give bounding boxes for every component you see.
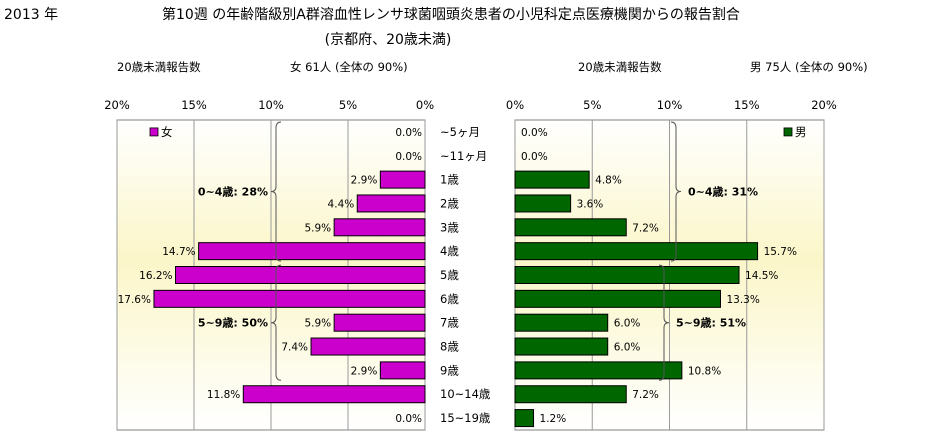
male-value-label: 6.0%: [614, 318, 641, 330]
female-value-label: 4.4%: [328, 198, 355, 210]
female-summary-label: 女 61人 (全体の 90%): [290, 60, 408, 74]
category-label: ~5ヶ月: [440, 125, 480, 139]
category-label: 15~19歳: [440, 411, 491, 425]
male-tick-label: 0%: [506, 98, 524, 112]
female-value-label: 5.9%: [304, 318, 331, 330]
male-group-brace: [670, 121, 682, 262]
male-tick-label: 15%: [734, 98, 760, 112]
male-value-label: 15.7%: [764, 246, 797, 258]
male-value-label: 14.5%: [745, 270, 778, 282]
category-label: 3歳: [440, 220, 459, 234]
female-panel: 0% 5% 10% 15% 20% 0.0% 0.0% 2.9% 4.4% 5.9% 14.7% 16…: [104, 98, 434, 431]
male-summary-label: 男 75人 (全体の 90%): [750, 60, 868, 74]
male-bar: [514, 170, 590, 189]
female-tick-label: 0%: [416, 98, 434, 112]
female-group-brace: [270, 121, 282, 262]
male-panel: 0% 5% 10% 15% 20% 0.0% 0.0% 4.8% 3.6% 7.2% 15.7% 14…: [506, 98, 837, 431]
male-value-label: 7.2%: [632, 389, 659, 401]
female-bar: [333, 218, 426, 237]
category-label: 2歳: [440, 196, 459, 210]
male-bar: [514, 289, 721, 308]
female-tick-label: 10%: [258, 98, 284, 112]
female-value-label: 7.4%: [281, 342, 308, 354]
male-value-label: 6.0%: [614, 342, 641, 354]
female-bar: [379, 170, 426, 189]
female-bar: [333, 313, 426, 332]
male-bar: [514, 409, 535, 428]
female-value-label: 2.9%: [351, 175, 378, 187]
category-label: 4歳: [440, 244, 459, 258]
year-label: 2013 年: [4, 7, 58, 23]
female-tick-label: 5%: [339, 98, 357, 112]
male-bar: [514, 337, 609, 356]
category-label: ~11ヶ月: [440, 149, 487, 163]
category-label: 8歳: [440, 340, 459, 354]
female-bar: [242, 385, 426, 404]
male-value-label: 3.6%: [577, 198, 604, 210]
male-count-label: 20歳未満報告数: [578, 60, 662, 74]
male-bar: [514, 313, 609, 332]
category-label: 7歳: [440, 316, 459, 330]
female-bar: [379, 361, 426, 380]
male-value-label: 0.0%: [521, 127, 548, 139]
female-bar: [310, 337, 426, 356]
female-value-label: 17.6%: [118, 294, 151, 306]
female-tick-label: 20%: [104, 98, 130, 112]
female-value-label: 11.8%: [207, 389, 240, 401]
category-label: 9歳: [440, 363, 459, 377]
category-label: 1歳: [440, 173, 459, 187]
male-bar: [514, 385, 627, 404]
female-legend-label: 女: [161, 125, 173, 139]
female-legend-swatch: [149, 127, 159, 137]
male-value-label: 4.8%: [595, 175, 622, 187]
male-tick-label: 20%: [811, 98, 837, 112]
female-group-brace: [270, 264, 282, 381]
category-label: 10~14歳: [440, 387, 491, 401]
female-bar: [153, 289, 426, 308]
male-legend-swatch: [783, 127, 793, 137]
male-group-label: 0~4歳: 31%: [688, 185, 758, 199]
female-tick-label: 15%: [181, 98, 207, 112]
male-value-label: 0.0%: [521, 151, 548, 163]
category-label: 5歳: [440, 268, 459, 282]
female-value-label: 16.2%: [139, 270, 172, 282]
female-value-label: 14.7%: [162, 246, 195, 258]
male-bar: [514, 242, 759, 261]
male-value-label: 7.2%: [632, 222, 659, 234]
female-group-label: 5~9歳: 50%: [198, 316, 268, 330]
male-group-brace: [658, 264, 670, 381]
chart-title: 第10週 の年齢階級別A群溶血性レンサ球菌咽頭炎患者の小児科定点医療機関からの報…: [162, 6, 740, 23]
male-legend-label: 男: [795, 125, 807, 139]
female-bar: [198, 242, 426, 261]
female-count-label: 20歳未満報告数: [117, 60, 201, 74]
male-bar: [514, 218, 627, 237]
female-value-label: 2.9%: [351, 365, 378, 377]
male-value-label: 13.3%: [726, 294, 759, 306]
category-label: 6歳: [440, 292, 459, 306]
male-bar: [514, 266, 740, 284]
male-bar: [514, 361, 683, 380]
female-bar: [175, 266, 426, 284]
female-value-label: 0.0%: [395, 413, 422, 425]
male-tick-label: 10%: [657, 98, 683, 112]
male-bar: [514, 194, 572, 213]
female-group-label: 0~4歳: 28%: [198, 185, 268, 199]
female-value-label: 0.0%: [395, 151, 422, 163]
male-value-label: 1.2%: [540, 413, 567, 425]
female-value-label: 0.0%: [395, 127, 422, 139]
chart-subtitle: (京都府、20歳未満): [325, 32, 452, 48]
male-value-label: 10.8%: [688, 365, 721, 377]
female-value-label: 5.9%: [304, 222, 331, 234]
male-tick-label: 5%: [583, 98, 601, 112]
category-labels: ~5ヶ月 ~11ヶ月 1歳 2歳 3歳 4歳 5歳 6歳 7歳 8歳 9歳 10~14歳 15~19歳: [440, 125, 491, 425]
female-bar: [356, 194, 426, 213]
male-group-label: 5~9歳: 51%: [676, 316, 746, 330]
